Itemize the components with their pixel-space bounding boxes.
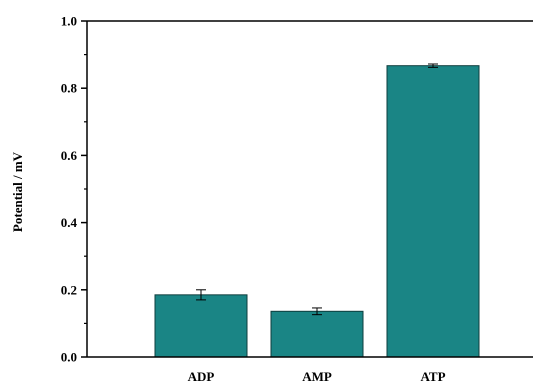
error-bar-atp xyxy=(428,63,438,68)
y-tick-label: 0.6 xyxy=(61,148,78,163)
error-bar-adp xyxy=(196,289,206,301)
error-bar-amp xyxy=(312,307,322,316)
category-label-amp: AMP xyxy=(302,369,332,384)
y-tick-label: 0.2 xyxy=(61,282,77,297)
y-axis-title: Potential / mV xyxy=(10,151,25,232)
y-tick-label: 0.8 xyxy=(61,81,78,96)
bar-atp xyxy=(386,65,480,358)
error-bars-layer xyxy=(196,63,438,316)
category-label-atp: ATP xyxy=(420,369,445,384)
category-label-adp: ADP xyxy=(188,369,215,384)
y-tick-label: 0.0 xyxy=(61,350,77,365)
y-ticks-layer: 0.0 0.2 0.4 0.6 0.8 1.0 xyxy=(61,14,87,365)
bar-adp xyxy=(154,294,248,358)
bar-amp xyxy=(270,310,364,358)
y-tick-label: 0.4 xyxy=(61,215,78,230)
category-labels-layer: ADP AMP ATP xyxy=(188,369,446,384)
y-tick-label: 1.0 xyxy=(61,14,77,29)
